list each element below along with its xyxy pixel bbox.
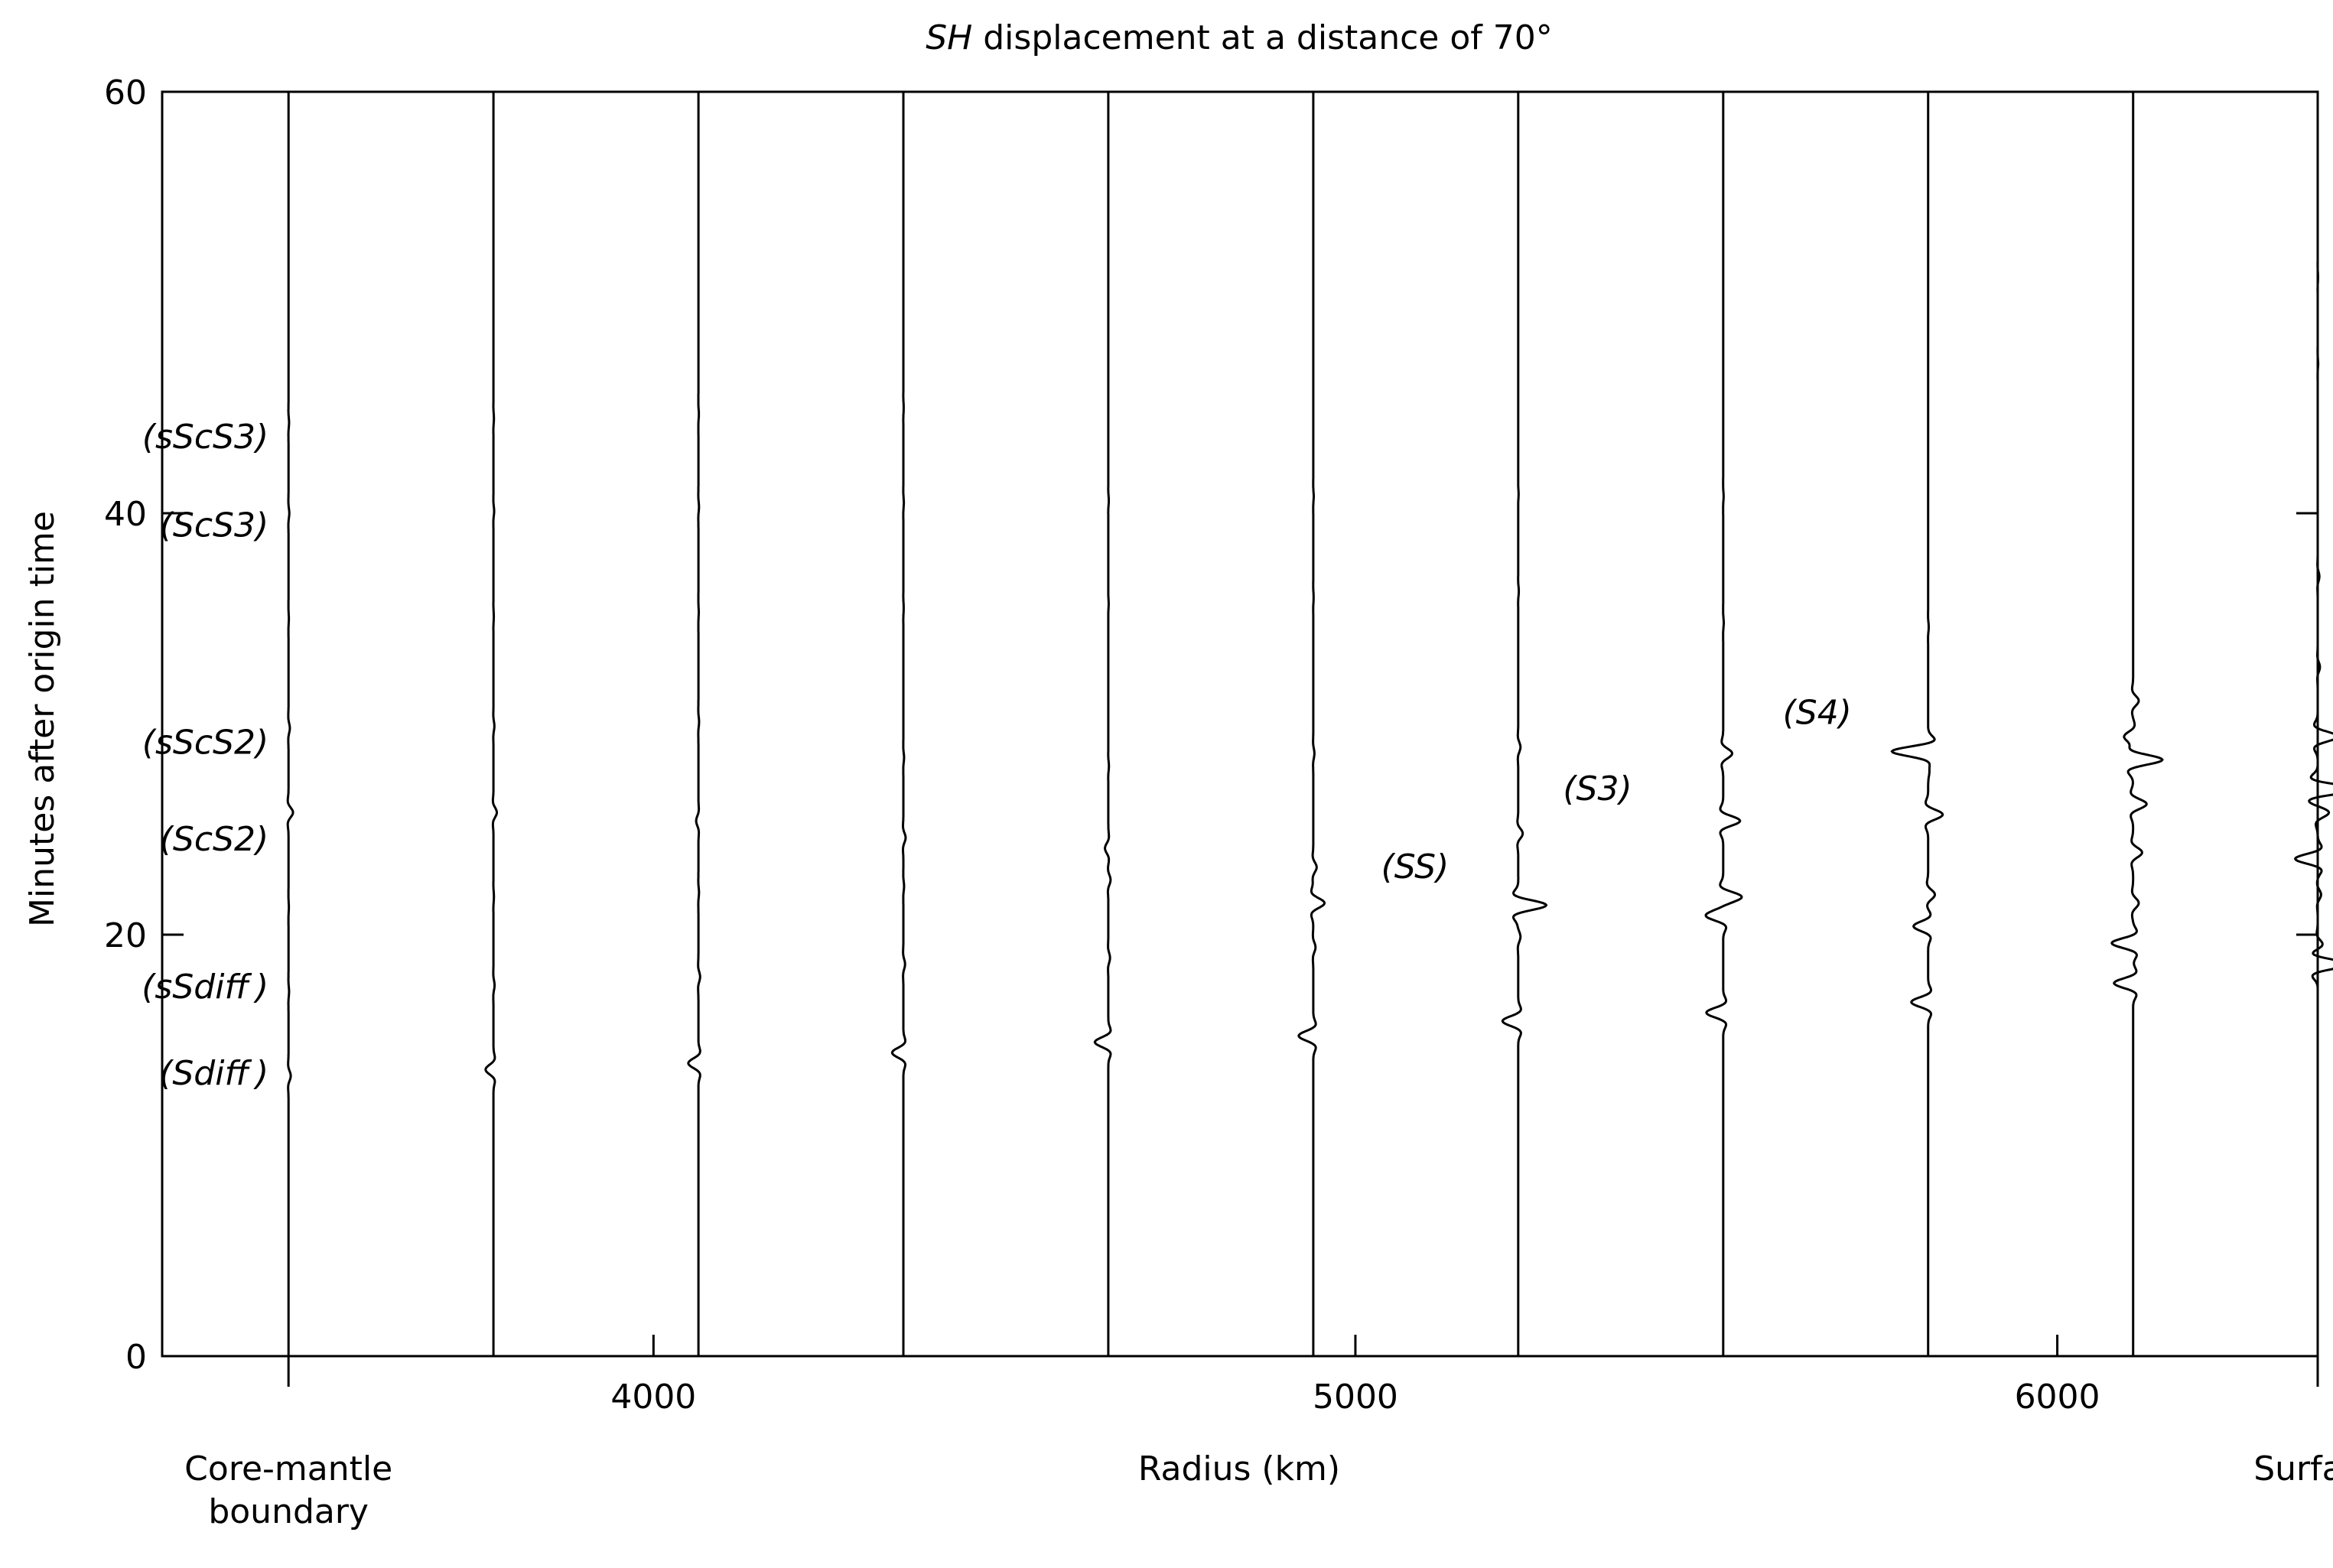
x-extra-tick-label: Core-mantle: [184, 1449, 392, 1488]
trace-4356: [890, 92, 907, 1356]
trace-6108: [2110, 92, 2164, 1356]
phase-label: (Sdiff ): [159, 1054, 268, 1093]
seismogram-traces: [286, 92, 2333, 1356]
y-tick-label: 0: [125, 1338, 147, 1377]
trace-3772: [484, 92, 499, 1356]
x-axis-label: Radius (km): [1138, 1449, 1340, 1488]
phase-label: (S3): [1563, 769, 1632, 808]
x-tick-label: 6000: [2015, 1378, 2100, 1417]
trace-6371: [2293, 92, 2333, 1356]
x-extra-tick-label: Surface: [2253, 1449, 2333, 1488]
chart-title-rest: displacement at a distance of 70°: [972, 18, 1552, 57]
trace-4648: [1093, 92, 1112, 1356]
phase-label: (S4): [1783, 694, 1852, 733]
trace-4940: [1297, 92, 1326, 1356]
chart-title: SH displacement at a distance of 70°: [926, 18, 1552, 57]
x-extra-tick-label: boundary: [208, 1492, 369, 1531]
y-tick-label: 40: [104, 495, 147, 534]
y-axis-label: Minutes after origin time: [23, 511, 62, 927]
phase-label: (SS): [1381, 847, 1450, 886]
plot-frame: [161, 90, 2319, 1358]
y-tick-label: 60: [104, 73, 147, 112]
phase-label: (ScS2): [160, 820, 268, 859]
chart-title-italic: SH: [926, 18, 972, 57]
phase-label: (ScS3): [160, 506, 268, 545]
y-tick-label: 20: [104, 916, 147, 955]
trace-4064: [687, 92, 701, 1356]
x-tick-label: 5000: [1313, 1378, 1398, 1417]
trace-5816: [1890, 92, 1944, 1356]
axes: 0 20 40 60 4000 5000 6000 Core-mantle boundary Su…: [104, 73, 2333, 1531]
x-tick-label: 4000: [610, 1378, 696, 1417]
phase-label: (sSdiff ): [142, 968, 268, 1007]
trace-5524: [1704, 92, 1743, 1356]
trace-3480: [286, 92, 294, 1356]
trace-5232: [1501, 92, 1548, 1356]
phase-annotations: (sScS3)(ScS3)(sScS2)(ScS2)(sSdiff )(Sdif…: [142, 418, 1852, 1093]
